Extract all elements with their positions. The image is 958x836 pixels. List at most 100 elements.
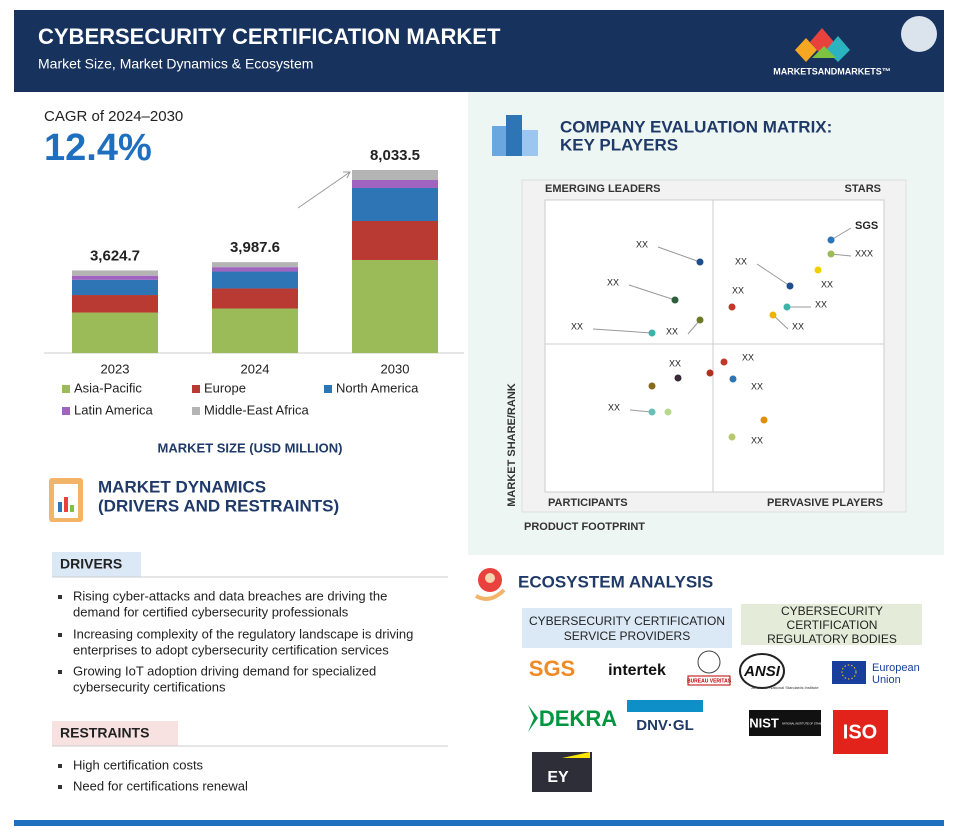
point	[827, 250, 835, 258]
x-tick-label: 2030	[381, 361, 410, 376]
logo-nist-box	[749, 710, 821, 736]
point-label: XX	[608, 402, 620, 412]
legend-swatch	[62, 385, 70, 393]
leader-line	[657, 246, 701, 263]
dynamics-icon	[49, 478, 83, 522]
bullet-text: cybersecurity certifications	[73, 679, 226, 694]
point	[648, 382, 656, 390]
point	[696, 316, 704, 324]
bar-segment	[212, 308, 298, 353]
bar-segment	[72, 312, 158, 353]
screenshot-button[interactable]	[901, 16, 937, 52]
bar-segment	[352, 187, 438, 221]
bar-segment	[352, 220, 438, 260]
point-label: XX	[735, 256, 747, 266]
point	[706, 369, 714, 377]
legend-label: Europe	[204, 380, 246, 395]
logo-nist: NIST	[749, 715, 779, 730]
y-axis-label: MARKET SHARE/RANK	[506, 383, 518, 507]
bodies-title: CERTIFICATION	[787, 618, 878, 632]
total-label: 8,033.5	[370, 147, 420, 164]
quadrant-label: EMERGING LEADERS	[545, 183, 661, 195]
legend-swatch	[62, 407, 70, 415]
ecosystem-icon	[475, 568, 506, 601]
point-label: XX	[792, 321, 804, 331]
bar-segment	[352, 179, 438, 188]
logo-eu: European	[872, 662, 920, 674]
legend-swatch	[324, 385, 332, 393]
logo-bv-box	[687, 675, 731, 686]
matrix-title: KEY PLAYERS	[560, 135, 678, 154]
bullet-text: enterprises to adopt cybersecurity certi…	[73, 642, 389, 657]
leader-line	[830, 227, 852, 241]
header-band	[14, 10, 944, 92]
point	[696, 258, 704, 266]
cagr-label: CAGR of 2024–2030	[44, 108, 183, 125]
bullet-text: demand for certified cybersecurity profe…	[73, 604, 349, 619]
total-label: 3,624.7	[90, 247, 140, 264]
point	[728, 303, 736, 311]
leader-line	[628, 284, 676, 301]
bar-segment	[72, 295, 158, 313]
logo-bv: BUREAU VERITAS	[687, 678, 732, 684]
point-label: XX	[815, 299, 827, 309]
bullet	[58, 764, 62, 768]
bullet	[58, 785, 62, 789]
bar-segment	[212, 288, 298, 309]
logo-dekra-mark	[528, 705, 538, 732]
logo-dnv: DNV·GL	[636, 717, 694, 734]
legend-label: Asia-Pacific	[74, 380, 142, 395]
x-tick-label: 2023	[101, 361, 130, 376]
point-label: XXX	[855, 248, 873, 258]
dynamics-title: MARKET DYNAMICS	[98, 477, 266, 496]
logo-bv-seal	[697, 650, 721, 674]
bullet-text: Rising cyber-attacks and data breaches a…	[73, 588, 387, 603]
dynamics-title: (DRIVERS AND RESTRAINTS)	[98, 496, 339, 515]
logo-eu-stars	[841, 664, 857, 680]
logo-nist-sub: NATIONAL INSTITUTE OF STANDARDS AND TECH…	[782, 722, 855, 726]
point-label: XX	[732, 285, 744, 295]
x-axis-label: PRODUCT FOOTPRINT	[524, 521, 645, 533]
point	[664, 408, 672, 416]
logo-sgs: SGS	[529, 656, 575, 681]
point-label: XX	[607, 277, 619, 287]
bar-segment	[352, 169, 438, 180]
point-label: XX	[571, 321, 583, 331]
cagr-value: 12.4%	[44, 127, 152, 169]
total-label: 3,987.6	[230, 239, 280, 256]
bullet-text: Growing IoT adoption driving demand for …	[73, 663, 376, 678]
logo-ey-box	[532, 752, 592, 792]
point-label: XX	[751, 435, 763, 445]
bar-segment	[72, 279, 158, 296]
point	[648, 329, 656, 337]
restraints-box	[52, 721, 178, 746]
logo-iso: ISO	[843, 721, 877, 743]
bullet	[58, 595, 62, 599]
bullet-text: High certification costs	[73, 757, 204, 772]
logo-iso-box	[833, 710, 888, 754]
logo-ansi-sub: American National Standards Institute	[751, 685, 819, 690]
drivers-box	[52, 552, 141, 577]
bullet-text: Need for certifications renewal	[73, 778, 248, 793]
bar-segment	[352, 259, 438, 353]
point-label: XX	[821, 279, 833, 289]
logo-eu-flag	[832, 661, 866, 684]
quadrant-label: PERVASIVE PLAYERS	[767, 497, 883, 509]
footer-band	[14, 820, 944, 826]
point	[827, 236, 835, 244]
point	[720, 358, 728, 366]
point-label: SGS	[855, 220, 878, 232]
x-tick-label: 2024	[241, 361, 270, 376]
point	[671, 296, 679, 304]
point	[814, 266, 822, 274]
growth-arrow	[297, 171, 351, 209]
bar-segment	[212, 267, 298, 272]
logo-ansi: ANSI	[743, 663, 781, 680]
point-label: XX	[636, 239, 648, 249]
providers-box	[522, 608, 732, 648]
bar-segment	[212, 262, 298, 268]
point	[729, 375, 737, 383]
logo-text: MARKETSANDMARKETS™	[773, 66, 891, 76]
bullet	[58, 633, 62, 637]
logo-mark	[795, 28, 850, 62]
